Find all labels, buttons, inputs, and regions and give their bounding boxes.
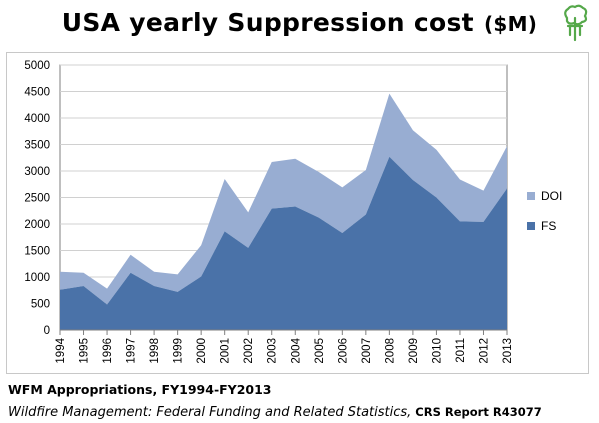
x-tick-label: 2001 <box>220 338 232 364</box>
caption-report-title: Wildfire Management: Federal Funding and… <box>8 405 412 420</box>
caption-appropriations: WFM Appropriations, FY1994-FY2013 <box>8 382 272 397</box>
x-tick-label: 1995 <box>79 338 91 364</box>
chart-title-unit: ($M) <box>483 12 538 36</box>
y-tick-label: 3500 <box>24 140 50 152</box>
y-tick-label: 1500 <box>24 246 50 258</box>
tree-logo-icon <box>564 4 588 42</box>
x-tick-label: 2006 <box>337 338 349 364</box>
x-tick-label: 2004 <box>290 337 302 363</box>
x-tick-label: 1996 <box>102 338 114 364</box>
x-tick-label: 1998 <box>149 338 161 364</box>
chart-frame <box>6 52 589 374</box>
stacked-area-chart: 0 500 1000 1500 2000 2500 3000 3500 4000 4500 5000… <box>24 60 562 364</box>
x-tick-label: 2000 <box>196 338 208 364</box>
legend-swatch-doi <box>527 192 535 200</box>
y-tick-label: 5000 <box>24 60 50 72</box>
y-tick-label: 3000 <box>24 166 50 178</box>
caption-report-number: CRS Report R43077 <box>415 405 542 419</box>
x-tick-label: 2012 <box>478 338 490 364</box>
series-area-fs <box>60 156 507 330</box>
y-tick-label: 500 <box>31 299 50 311</box>
x-tick-label: 2002 <box>243 338 255 364</box>
x-tick-label: 2005 <box>314 338 326 364</box>
y-tick-label: 4500 <box>24 87 50 99</box>
x-tick-label: 2003 <box>267 338 279 364</box>
chart-title-main: USA yearly Suppression cost <box>61 8 474 37</box>
x-tick-label: 2010 <box>431 338 443 364</box>
x-tick-label: 2009 <box>408 338 420 364</box>
x-tick-label: 2011 <box>455 338 467 363</box>
series-area-doi <box>60 93 507 305</box>
legend-swatch-fs <box>527 222 535 230</box>
chart-title: USA yearly Suppression cost ($M) <box>0 8 599 37</box>
y-tick-label: 2500 <box>24 193 50 205</box>
caption-report: Wildfire Management: Federal Funding and… <box>8 405 542 420</box>
y-tick-label: 0 <box>44 325 50 337</box>
y-tick-label: 4000 <box>24 113 50 125</box>
y-tick-label: 2000 <box>24 219 50 231</box>
legend-label-doi: DOI <box>541 189 562 203</box>
x-tick-label: 1997 <box>126 338 138 364</box>
y-tick-label: 1000 <box>24 272 50 284</box>
legend-label-fs: FS <box>541 219 556 233</box>
x-tick-label: 1999 <box>173 338 185 364</box>
x-tick-label: 2013 <box>502 338 514 364</box>
x-tick-label: 1994 <box>55 337 67 363</box>
x-tick-label: 2008 <box>384 338 396 364</box>
x-tick-label: 2007 <box>361 338 373 364</box>
